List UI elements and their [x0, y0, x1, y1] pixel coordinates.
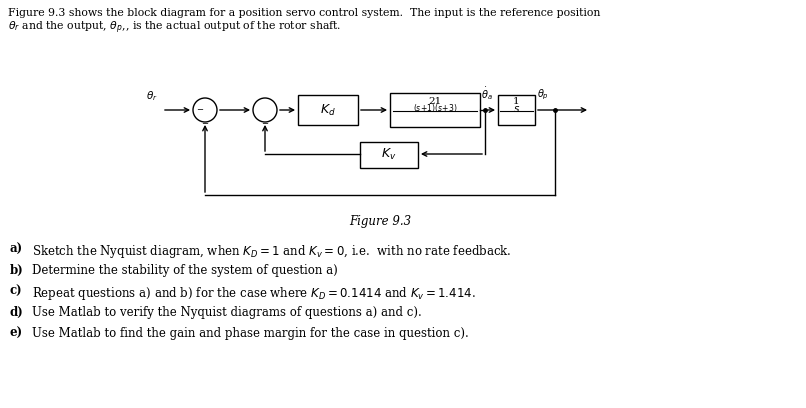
Text: 21: 21	[428, 97, 442, 106]
Text: $\theta_p$: $\theta_p$	[537, 88, 549, 102]
Text: Use Matlab to find the gain and phase margin for the case in question c).: Use Matlab to find the gain and phase ma…	[32, 327, 469, 340]
Text: $K_v$: $K_v$	[381, 146, 397, 162]
Text: $K_d$: $K_d$	[320, 102, 336, 118]
Text: Determine the stability of the system of question a): Determine the stability of the system of…	[32, 264, 338, 277]
Text: b): b)	[10, 264, 23, 277]
Text: Figure 9.3: Figure 9.3	[349, 215, 411, 228]
FancyBboxPatch shape	[298, 95, 358, 125]
Text: c): c)	[10, 285, 23, 298]
Text: Repeat questions a) and b) for the case where $K_D = 0.1414$ and $K_v = 1.414$.: Repeat questions a) and b) for the case …	[32, 285, 476, 302]
Text: −: −	[261, 119, 268, 128]
Text: $(s\!+\!1)(s\!+\!3)$: $(s\!+\!1)(s\!+\!3)$	[413, 102, 457, 114]
Text: Sketch the Nyquist diagram, when $K_D = 1$ and $K_v = 0$, i.e.  with no rate fee: Sketch the Nyquist diagram, when $K_D = …	[32, 243, 512, 260]
Text: a): a)	[10, 243, 23, 256]
FancyBboxPatch shape	[498, 95, 535, 125]
FancyBboxPatch shape	[360, 142, 418, 168]
Text: 1: 1	[513, 97, 520, 106]
Text: e): e)	[10, 327, 23, 340]
Text: Use Matlab to verify the Nyquist diagrams of questions a) and c).: Use Matlab to verify the Nyquist diagram…	[32, 306, 422, 319]
Text: $\dot{\theta}_a$: $\dot{\theta}_a$	[481, 85, 492, 102]
Text: $\theta_r$ and the output, $\theta_p$,, is the actual output of the rotor shaft.: $\theta_r$ and the output, $\theta_p$,, …	[8, 20, 342, 36]
Text: −: −	[196, 106, 203, 115]
Text: −: −	[202, 119, 209, 128]
Text: Figure 9.3 shows the block diagram for a position servo control system.  The inp: Figure 9.3 shows the block diagram for a…	[8, 8, 600, 18]
Text: $s$: $s$	[513, 104, 520, 114]
FancyBboxPatch shape	[390, 93, 480, 127]
Text: d): d)	[10, 306, 23, 319]
Text: $\theta_r$: $\theta_r$	[146, 89, 158, 103]
